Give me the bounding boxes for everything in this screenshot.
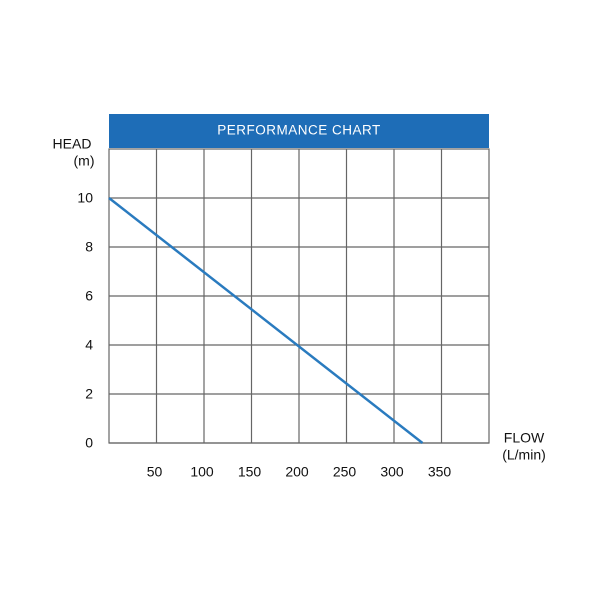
y-axis-label: (m)	[74, 153, 95, 169]
x-tick-label: 50	[147, 464, 163, 480]
y-tick-label: 10	[77, 190, 93, 206]
x-axis-label: FLOW	[504, 430, 545, 446]
x-tick-label: 300	[380, 464, 404, 480]
x-tick-label: 100	[190, 464, 214, 480]
y-tick-label: 8	[85, 239, 93, 255]
x-tick-label: 350	[428, 464, 452, 480]
y-tick-label: 6	[85, 288, 93, 304]
y-axis-label: HEAD	[53, 136, 92, 152]
x-tick-label: 150	[238, 464, 262, 480]
chart-title: PERFORMANCE CHART	[217, 123, 381, 138]
x-axis-label: (L/min)	[502, 447, 546, 463]
data-line	[108, 197, 424, 444]
x-tick-label: 250	[333, 464, 357, 480]
y-tick-label: 2	[85, 386, 93, 402]
y-tick-label: 4	[85, 337, 93, 353]
header-band	[109, 114, 489, 148]
y-tick-label: 0	[85, 435, 93, 451]
x-tick-label: 200	[285, 464, 309, 480]
